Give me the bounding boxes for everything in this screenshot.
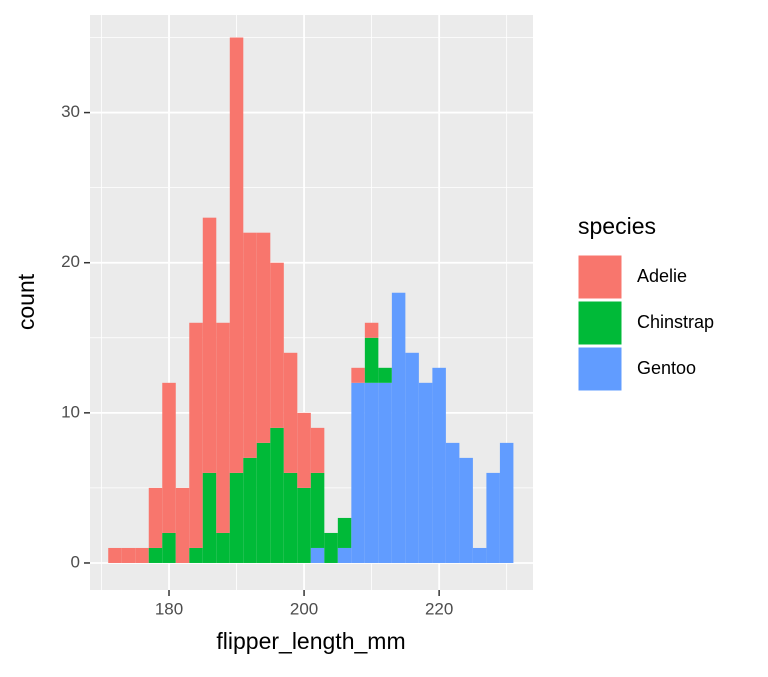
bar-segment [229, 37, 244, 473]
legend-label: Gentoo [637, 358, 696, 378]
bar-segment [121, 547, 136, 563]
bar-segment [310, 427, 325, 473]
bar-segment [310, 547, 325, 563]
bar-segment [216, 322, 230, 533]
bar-segment [175, 487, 190, 563]
bar-segment [162, 382, 176, 533]
bar-segment [270, 262, 284, 428]
bar-segment [486, 472, 500, 563]
x-axis-title: flipper_length_mm [216, 628, 405, 654]
x-tick-label: 220 [425, 599, 453, 618]
bar-segment [418, 382, 433, 563]
bar-segment [378, 382, 392, 563]
bar-segment [472, 547, 487, 563]
bar-segment [351, 382, 365, 563]
bar-segment [310, 472, 325, 548]
bar-segment [216, 532, 230, 563]
legend-key [577, 300, 623, 346]
y-axis-title: count [13, 273, 39, 330]
bar-segment [270, 427, 284, 563]
bar-segment [108, 547, 122, 563]
bar-segment [202, 217, 217, 473]
bar-segment [148, 547, 163, 563]
legend-key [577, 254, 623, 300]
y-tick-label: 10 [61, 402, 80, 421]
legend-title: species [578, 213, 656, 239]
bar-segment [364, 322, 379, 338]
bar-segment [459, 457, 473, 563]
bar-segment [405, 352, 419, 563]
bar-segment [202, 472, 217, 563]
bar-segment [256, 442, 271, 563]
legend-label: Adelie [637, 266, 687, 286]
bar-segment [189, 322, 203, 548]
bar-segment [189, 547, 203, 563]
bar-segment [364, 382, 379, 563]
y-tick-label: 0 [71, 552, 80, 571]
bar-segment [499, 442, 514, 563]
bar-segment [256, 232, 271, 443]
bar-segment [135, 547, 149, 563]
y-tick-label: 20 [61, 252, 80, 271]
bar-segment [364, 337, 379, 383]
bar-segment [162, 532, 176, 563]
bar-segment [297, 412, 311, 488]
y-tick-label: 30 [61, 102, 80, 121]
x-tick-label: 180 [155, 599, 183, 618]
bar-segment [378, 367, 392, 383]
bar-segment [148, 487, 163, 548]
legend-label: Chinstrap [637, 312, 714, 332]
bar-segment [283, 352, 298, 473]
bar-segment [391, 292, 406, 563]
bar-segment [283, 472, 298, 563]
bar-segment [229, 472, 244, 563]
bar-segment [432, 367, 446, 563]
bar-segment [337, 547, 352, 563]
bar-segment [351, 367, 365, 383]
bar-segment [324, 532, 338, 563]
bar-segment [445, 442, 460, 563]
bar-segment [243, 457, 257, 563]
bar-segment [297, 487, 311, 563]
legend-key [577, 346, 623, 392]
x-tick-label: 200 [290, 599, 318, 618]
bar-segment [337, 517, 352, 548]
bar-segment [243, 232, 257, 458]
